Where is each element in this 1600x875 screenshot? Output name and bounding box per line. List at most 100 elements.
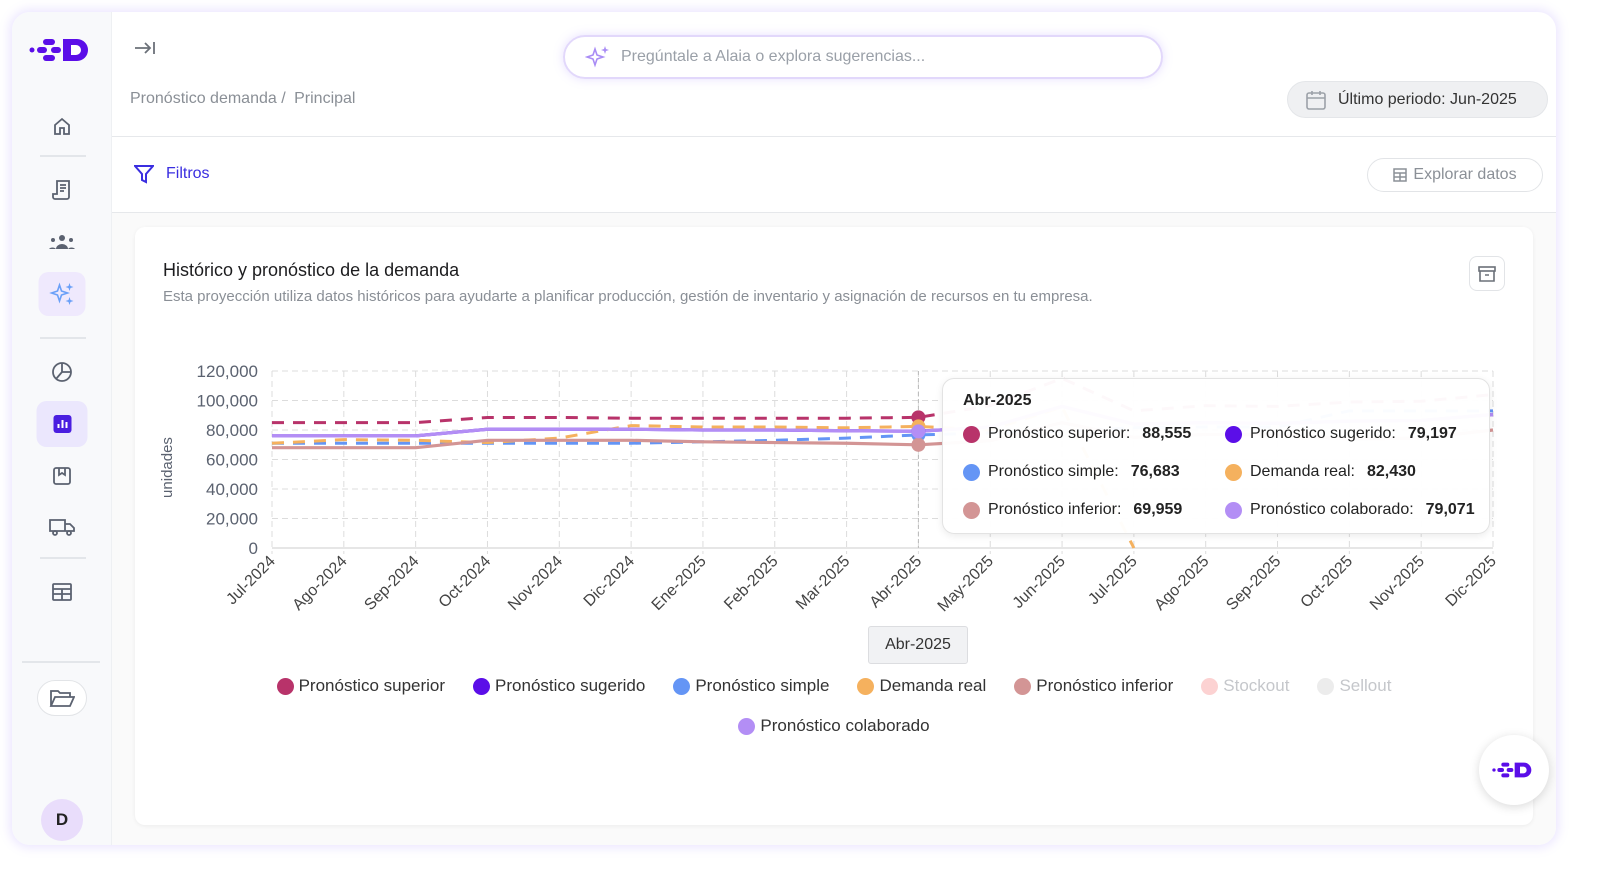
collapse-sidebar-icon[interactable] <box>134 40 156 61</box>
ai-sparkle-icon[interactable] <box>38 272 86 316</box>
y-tick-label: 120,000 <box>197 362 258 381</box>
tooltip-value: 82,430 <box>1366 463 1416 480</box>
legend-label: Pronóstico sugerido <box>495 676 646 695</box>
series-color-dot <box>963 501 980 519</box>
x-tick-label: Abr-2025 <box>867 553 926 612</box>
y-tick-label: 60,000 <box>206 451 258 470</box>
x-tick-label: Mar-2025 <box>793 553 854 614</box>
home-icon[interactable] <box>52 116 72 136</box>
legend-item[interactable]: Pronóstico inferior <box>1014 676 1173 696</box>
legend-label: Pronóstico superior <box>298 676 446 695</box>
filter-icon <box>134 165 154 184</box>
legend-item[interactable]: Demanda real <box>857 676 986 696</box>
tooltip-row: Pronóstico superior: 88,555 <box>963 415 1225 453</box>
divider <box>40 337 86 339</box>
x-tick-label: Nov-2025 <box>1367 553 1428 614</box>
bar-chart-icon[interactable] <box>36 401 88 447</box>
line-chart[interactable]: 0 20,000 40,000 60,000 80,000 100,000 120,000 J… <box>12 12 1556 845</box>
chart-tooltip: Abr-2025 Pronóstico superior: 88,555 Pronó… <box>942 378 1490 534</box>
filters-button[interactable]: Filtros <box>134 164 210 184</box>
breadcrumb-item[interactable]: Principal <box>294 90 356 107</box>
tooltip-label: Pronóstico superior: <box>988 425 1131 442</box>
archive-icon <box>1478 265 1496 282</box>
x-tick-label: Ene-2025 <box>649 553 710 614</box>
x-tick-label: Ago-2025 <box>1151 553 1212 614</box>
truck-icon[interactable] <box>49 518 75 536</box>
hover-marker <box>911 424 926 439</box>
x-tick-label: Jul-2025 <box>1085 553 1140 608</box>
legend-label: Pronóstico simple <box>695 676 830 695</box>
x-tick-label: May-2025 <box>935 553 997 615</box>
document-icon[interactable] <box>52 179 72 201</box>
tooltip-value: 79,197 <box>1407 425 1457 442</box>
explore-label: Explorar datos <box>1413 166 1517 183</box>
pie-chart-icon[interactable] <box>51 361 73 383</box>
divider <box>112 136 1556 137</box>
divider <box>40 557 86 559</box>
legend-marker <box>738 717 756 735</box>
tooltip-value: 79,071 <box>1425 501 1475 518</box>
table-icon[interactable] <box>52 582 72 602</box>
tooltip-label: Demanda real: <box>1250 463 1355 480</box>
tooltip-row: Demanda real: 82,430 <box>1225 453 1487 491</box>
divider <box>112 212 1556 213</box>
tooltip-row: Pronóstico sugerido: 79,197 <box>1225 415 1487 453</box>
avatar[interactable]: D <box>41 799 83 841</box>
y-tick-label: 100,000 <box>197 392 258 411</box>
y-tick-label: 80,000 <box>206 421 258 440</box>
assistant-button[interactable] <box>1479 735 1549 805</box>
tooltip-label: Pronóstico inferior: <box>988 501 1122 518</box>
tooltip-value: 69,959 <box>1133 501 1183 518</box>
series-color-dot <box>1225 463 1242 481</box>
x-tick-label: Jun-2025 <box>1010 553 1069 612</box>
y-tick-label: 0 <box>249 539 258 558</box>
x-tick-label: Sep-2025 <box>1223 553 1284 614</box>
hover-marker <box>911 437 926 452</box>
legend-item[interactable]: Pronóstico superior <box>276 676 446 696</box>
legend-label: Pronóstico inferior <box>1036 676 1174 695</box>
legend: Pronóstico colaborado <box>135 716 1533 736</box>
catalog-icon[interactable] <box>52 466 72 486</box>
legend-item[interactable]: Pronóstico colaborado <box>738 716 930 736</box>
x-tick-label: Jul-2024 <box>223 553 278 608</box>
x-tick-label: Nov-2024 <box>505 553 566 614</box>
y-tick-label: 40,000 <box>206 480 258 499</box>
x-tick-label: Oct-2024 <box>436 553 495 612</box>
x-tick-label: Dic-2024 <box>581 553 638 610</box>
chart-title: Histórico y pronóstico de la demanda <box>163 260 460 280</box>
legend-label: Sellout <box>1339 676 1392 695</box>
legend-item[interactable]: Sellout <box>1317 676 1391 696</box>
x-tick-label: Dic-2025 <box>1443 553 1500 610</box>
breadcrumb: Pronóstico demanda / Principal <box>130 90 355 108</box>
x-tick-label: Sep-2024 <box>361 553 422 614</box>
legend: Pronóstico superior Pronóstico sugerido Pr… <box>135 676 1533 696</box>
series-color-dot <box>963 425 980 443</box>
legend-item[interactable]: Pronóstico simple <box>673 676 829 696</box>
legend-item[interactable]: Pronóstico sugerido <box>473 676 645 696</box>
x-tick-label: Ago-2024 <box>290 553 351 614</box>
users-icon[interactable] <box>48 234 76 250</box>
period-label: Último periodo: Jun-2025 <box>1338 90 1517 108</box>
archive-button[interactable] <box>1469 256 1505 291</box>
explore-data-button[interactable]: Explorar datos <box>1367 158 1543 192</box>
logo[interactable] <box>29 37 95 63</box>
legend-marker <box>1014 677 1032 695</box>
series-color-dot <box>1225 425 1242 443</box>
tooltip-row: Pronóstico inferior: 69,959 <box>963 491 1225 529</box>
legend-item[interactable]: Stockout <box>1201 676 1289 696</box>
legend-marker <box>673 677 691 695</box>
x-tick-label: Oct-2025 <box>1298 553 1357 612</box>
legend-marker <box>857 677 875 695</box>
legend-marker <box>1201 677 1219 695</box>
tooltip-label: Pronóstico colaborado: <box>1250 501 1414 518</box>
x-tick-label: Feb-2025 <box>721 553 782 614</box>
tooltip-row: Pronóstico simple: 76,683 <box>963 453 1225 491</box>
folder-icon[interactable] <box>37 680 87 716</box>
legend-marker <box>473 677 491 695</box>
legend-label: Pronóstico colaborado <box>760 716 930 735</box>
tooltip-label: Pronóstico simple: <box>988 463 1119 480</box>
breadcrumb-item[interactable]: Pronóstico demanda <box>130 90 277 107</box>
search-placeholder: Pregúntale a Alaia o explora sugerencias… <box>621 48 926 65</box>
period-selector[interactable]: Último periodo: Jun-2025 <box>1287 81 1548 118</box>
search-input[interactable]: Pregúntale a Alaia o explora sugerencias… <box>563 35 1163 79</box>
